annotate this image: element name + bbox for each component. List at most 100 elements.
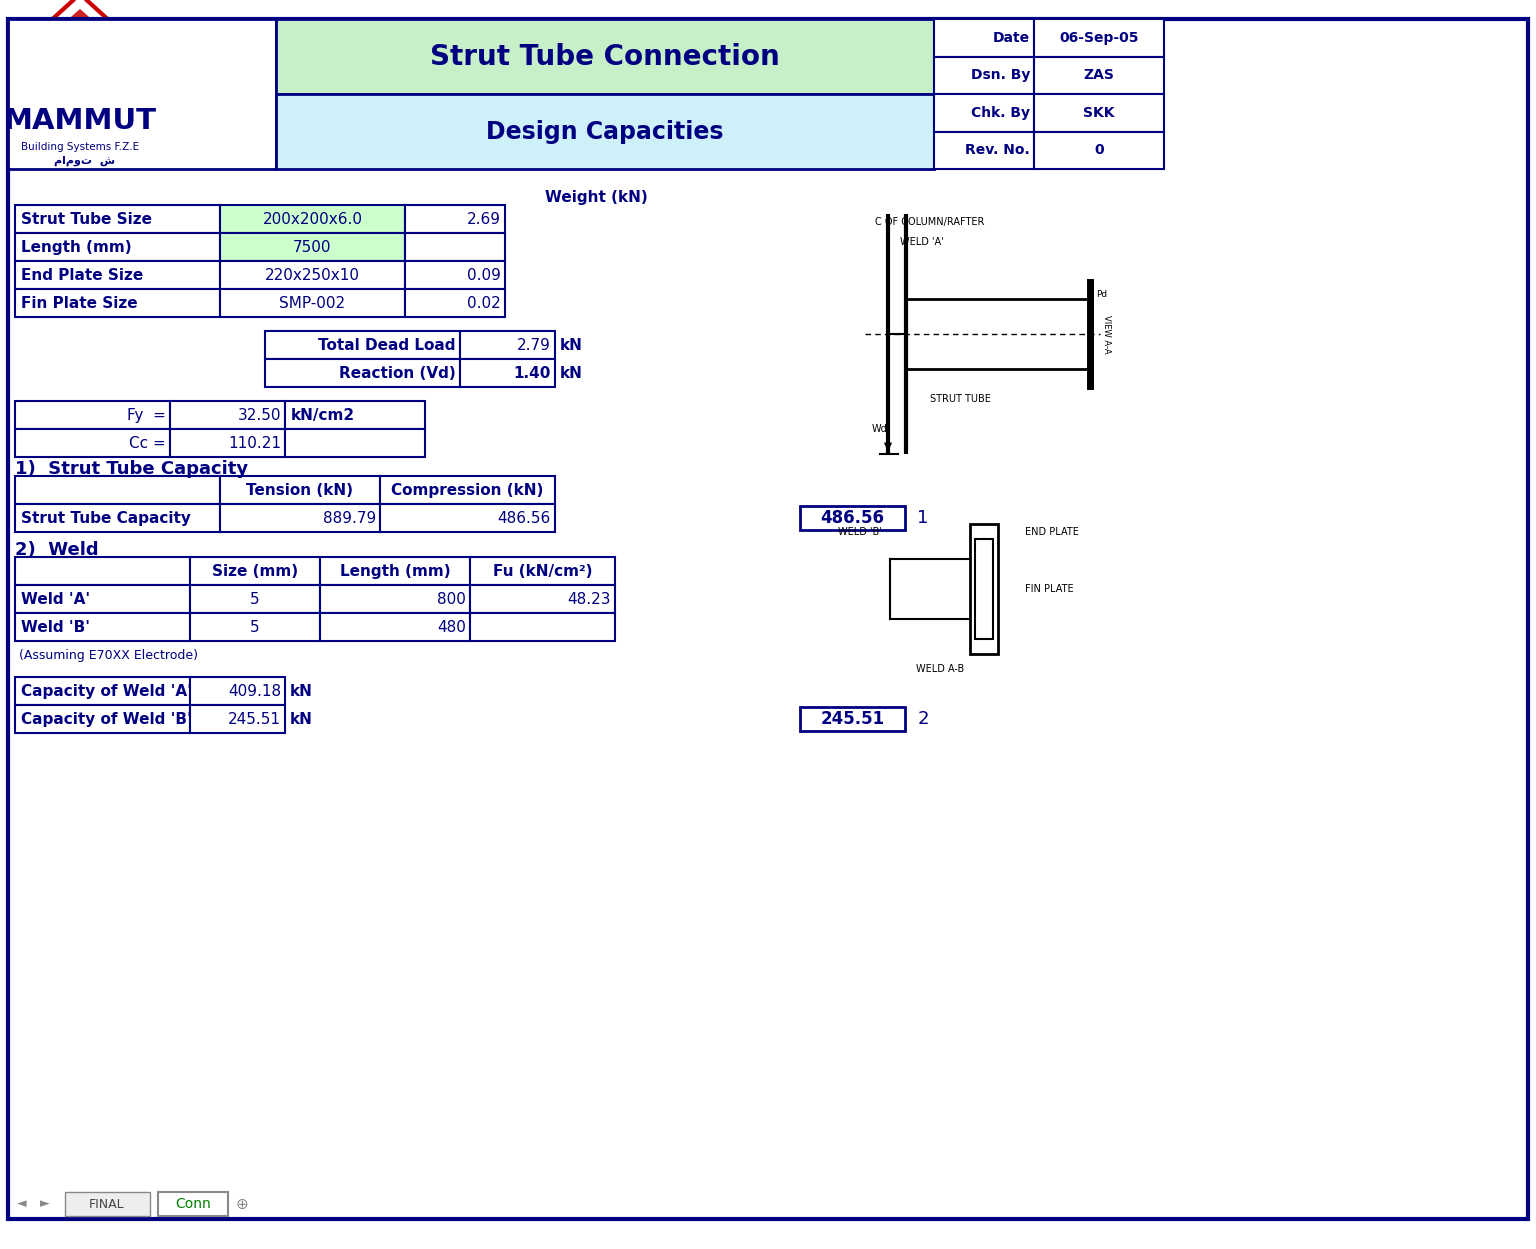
Text: kN: kN <box>290 712 313 727</box>
Text: 1.40: 1.40 <box>513 366 551 381</box>
Bar <box>15 289 220 317</box>
Text: Conn: Conn <box>175 1197 210 1212</box>
Bar <box>470 613 614 641</box>
Bar <box>459 331 554 358</box>
Bar <box>934 56 1034 94</box>
Bar <box>15 205 220 234</box>
Text: 409.18: 409.18 <box>227 683 281 698</box>
Bar <box>15 585 190 613</box>
Bar <box>459 358 554 387</box>
Bar <box>15 677 190 704</box>
Bar <box>319 613 470 641</box>
Text: Weld 'A': Weld 'A' <box>22 592 91 607</box>
Text: 2: 2 <box>917 709 929 728</box>
Polygon shape <box>25 24 60 44</box>
Bar <box>15 613 190 641</box>
Bar <box>220 261 406 289</box>
Text: Strut Tube Capacity: Strut Tube Capacity <box>22 511 190 526</box>
Text: Rev. No.: Rev. No. <box>965 144 1031 157</box>
Bar <box>266 331 459 358</box>
Text: Length (mm): Length (mm) <box>22 240 132 255</box>
Text: 06-Sep-05: 06-Sep-05 <box>1060 31 1138 45</box>
Bar <box>319 557 470 585</box>
Text: 480: 480 <box>438 620 465 634</box>
Text: Chk. By: Chk. By <box>971 106 1031 120</box>
Text: 486.56: 486.56 <box>498 511 551 526</box>
Bar <box>286 428 425 457</box>
Bar <box>406 289 505 317</box>
Bar <box>158 1192 227 1217</box>
Bar <box>15 428 170 457</box>
Text: 2.69: 2.69 <box>467 211 501 226</box>
Text: (Assuming E70XX Electrode): (Assuming E70XX Electrode) <box>18 648 198 662</box>
Text: ►: ► <box>40 1198 49 1210</box>
Bar <box>190 585 319 613</box>
Text: ماموت  ش: ماموت ش <box>54 156 115 166</box>
Text: 800: 800 <box>438 592 465 607</box>
Bar <box>190 704 286 733</box>
Text: Reaction (Vd): Reaction (Vd) <box>339 366 456 381</box>
Text: 2.79: 2.79 <box>518 337 551 352</box>
Text: Length (mm): Length (mm) <box>339 563 450 578</box>
Bar <box>220 505 379 532</box>
Text: End Plate Size: End Plate Size <box>22 267 143 282</box>
Text: Strut Tube Connection: Strut Tube Connection <box>430 42 780 70</box>
Bar <box>406 234 505 261</box>
Text: 486.56: 486.56 <box>820 510 885 527</box>
Text: 5: 5 <box>250 620 260 634</box>
Polygon shape <box>40 9 120 44</box>
Text: FINAL: FINAL <box>89 1198 124 1210</box>
Bar <box>190 613 319 641</box>
Text: WELD 'B': WELD 'B' <box>839 527 882 537</box>
Bar <box>975 540 992 639</box>
Bar <box>65 1192 151 1217</box>
Text: 1: 1 <box>917 510 929 527</box>
Text: Compression (kN): Compression (kN) <box>392 482 544 497</box>
Text: ZAS: ZAS <box>1083 69 1115 82</box>
Bar <box>800 707 905 731</box>
Text: FIN PLATE: FIN PLATE <box>1025 585 1074 595</box>
Bar <box>379 476 554 505</box>
Bar <box>971 525 998 654</box>
Text: 0: 0 <box>1094 144 1104 157</box>
Bar <box>15 401 170 428</box>
Text: 32.50: 32.50 <box>238 407 281 422</box>
Text: Cc =: Cc = <box>129 436 166 451</box>
Text: Total Dead Load: Total Dead Load <box>318 337 456 352</box>
Bar <box>220 476 379 505</box>
Text: Capacity of Weld 'B': Capacity of Weld 'B' <box>22 712 192 727</box>
Bar <box>15 476 220 505</box>
Bar <box>170 401 286 428</box>
Text: Wd: Wd <box>872 423 888 433</box>
Polygon shape <box>100 24 135 44</box>
Text: 200x200x6.0: 200x200x6.0 <box>263 211 362 226</box>
Text: MAMMUT: MAMMUT <box>3 107 157 135</box>
Text: 245.51: 245.51 <box>820 709 885 728</box>
Bar <box>1034 94 1164 131</box>
Text: C OF COLUMN/RAFTER: C OF COLUMN/RAFTER <box>876 217 985 227</box>
Text: END PLATE: END PLATE <box>1025 527 1078 537</box>
Bar <box>934 94 1034 131</box>
Bar <box>406 205 505 234</box>
Text: STRUT TUBE: STRUT TUBE <box>929 393 991 403</box>
Bar <box>220 234 406 261</box>
Text: 48.23: 48.23 <box>567 592 611 607</box>
Bar <box>800 506 905 530</box>
Bar <box>1034 131 1164 169</box>
Bar <box>379 505 554 532</box>
Text: SKK: SKK <box>1083 106 1115 120</box>
Text: 889.79: 889.79 <box>323 511 376 526</box>
Text: ⊕: ⊕ <box>235 1197 249 1212</box>
Bar <box>470 557 614 585</box>
Text: Tension (kN): Tension (kN) <box>246 482 353 497</box>
Text: SMP-002: SMP-002 <box>280 296 346 311</box>
Bar <box>470 585 614 613</box>
Text: Capacity of Weld 'A': Capacity of Weld 'A' <box>22 683 192 698</box>
Text: Fu (kN/cm²): Fu (kN/cm²) <box>493 563 593 578</box>
Bar <box>1034 19 1164 56</box>
Text: Date: Date <box>992 31 1031 45</box>
Text: Weight (kN): Weight (kN) <box>545 190 648 205</box>
Text: 110.21: 110.21 <box>227 436 281 451</box>
Text: Page  1: Page 1 <box>260 668 780 789</box>
Text: Weld 'B': Weld 'B' <box>22 620 91 634</box>
